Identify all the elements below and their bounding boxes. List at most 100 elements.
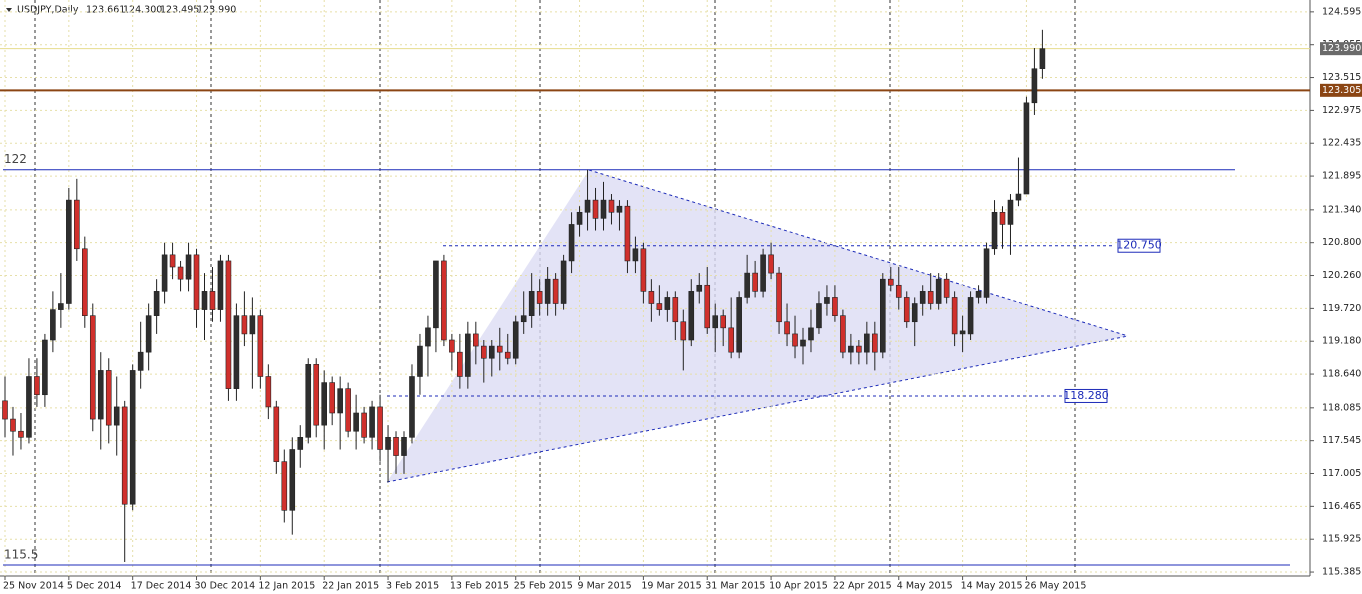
candle-body: [385, 437, 391, 450]
candle-body: [34, 376, 40, 396]
candle-body: [632, 248, 639, 262]
candle-body: [121, 406, 128, 505]
candle-body: [872, 333, 878, 353]
candle-body: [800, 339, 806, 347]
header-high: 124.300: [123, 5, 162, 16]
candle-body: [496, 345, 503, 353]
candle-body: [720, 315, 727, 329]
candle-body: [616, 205, 623, 213]
candle-body: [74, 199, 80, 250]
menu-arrow[interactable]: [6, 8, 12, 12]
x-tick-label: 4 May 2015: [897, 581, 953, 592]
candle-body: [1031, 68, 1038, 104]
candle-body: [624, 205, 631, 262]
x-tick-label: 31 Mar 2015: [705, 581, 765, 592]
candle-body: [289, 449, 296, 511]
price-box: [1320, 83, 1362, 97]
candle-body: [552, 278, 559, 304]
candle-body: [840, 315, 846, 353]
trendline: [588, 169, 1129, 337]
candle-body: [600, 199, 607, 219]
header-close: 123.990: [197, 5, 236, 16]
candle-body: [66, 199, 72, 304]
candle-body: [305, 364, 312, 438]
candle-body: [887, 278, 894, 286]
y-tick-label: 115.385: [1322, 567, 1361, 578]
x-tick-label: 12 Jan 2015: [258, 581, 315, 592]
candle-body: [42, 339, 48, 396]
candle-body: [145, 315, 152, 353]
candle-body: [1039, 48, 1046, 69]
candle-body: [129, 370, 136, 505]
candle-body: [249, 315, 256, 335]
candle-body: [465, 333, 471, 377]
level-label: 122: [4, 152, 27, 166]
x-tick-label: 22 Jan 2015: [322, 581, 379, 592]
candle-body: [816, 303, 822, 329]
y-tick-label: 123.515: [1322, 72, 1361, 83]
candle-body: [488, 345, 495, 359]
y-tick-label: 119.720: [1322, 303, 1361, 314]
candle-body: [409, 376, 415, 438]
candle-body: [201, 291, 208, 310]
candle-body: [10, 418, 16, 432]
candle-body: [672, 297, 679, 323]
candle-body: [704, 284, 711, 329]
candle-body: [792, 333, 798, 347]
candle-body: [903, 297, 910, 323]
candle-body: [233, 315, 240, 389]
candle-body: [943, 278, 950, 298]
y-tick-label: 116.465: [1322, 501, 1361, 512]
candle-body: [2, 400, 8, 420]
candle-body: [369, 406, 375, 438]
candle-body: [760, 254, 766, 292]
symbol: USDJPY,Daily: [17, 5, 79, 16]
candle-body: [313, 364, 320, 426]
candle-body: [1007, 199, 1014, 225]
candle-body: [776, 272, 782, 323]
candle-body: [449, 339, 455, 353]
candle-body: [209, 291, 216, 310]
candle-body: [784, 321, 790, 335]
x-tick-label: 19 Mar 2015: [641, 581, 701, 592]
candle-body: [919, 291, 926, 304]
y-tick-label: 117.005: [1322, 468, 1361, 479]
price-label: 123.305: [1322, 85, 1361, 96]
x-tick-label: 22 Apr 2015: [833, 581, 892, 592]
candle-body: [983, 248, 990, 298]
candle-body: [752, 272, 758, 292]
candle-body: [137, 351, 144, 371]
candle-body: [377, 406, 383, 450]
candle-body: [856, 345, 862, 353]
candle-body: [97, 370, 104, 420]
candle-body: [1023, 102, 1030, 195]
candle-body: [560, 260, 567, 304]
candle-body: [225, 260, 232, 389]
y-tick-label: 124.595: [1322, 6, 1361, 17]
candle-body: [592, 199, 599, 219]
x-tick-label: 3 Feb 2015: [386, 581, 439, 592]
candle-body: [879, 278, 886, 353]
candle-body: [832, 297, 838, 316]
candle-body: [991, 211, 998, 250]
candle-body: [584, 199, 591, 213]
candle-body: [536, 291, 543, 304]
y-tick-label: 120.800: [1322, 237, 1361, 248]
candle-body: [401, 437, 407, 456]
level-label: 120.750: [1116, 239, 1162, 252]
candle-body: [425, 327, 431, 347]
y-tick-label: 122.975: [1322, 105, 1361, 116]
candle-body: [353, 412, 359, 432]
candle-body: [89, 315, 96, 420]
candle-body: [712, 315, 719, 329]
candle-body: [640, 248, 647, 292]
candle-body: [696, 284, 703, 292]
candle-body: [177, 266, 184, 280]
candle-body: [361, 412, 367, 438]
candle-body: [153, 291, 160, 316]
x-tick-label: 17 Dec 2014: [131, 581, 192, 592]
y-tick-label: 120.260: [1322, 270, 1361, 281]
candle-body: [281, 461, 288, 511]
